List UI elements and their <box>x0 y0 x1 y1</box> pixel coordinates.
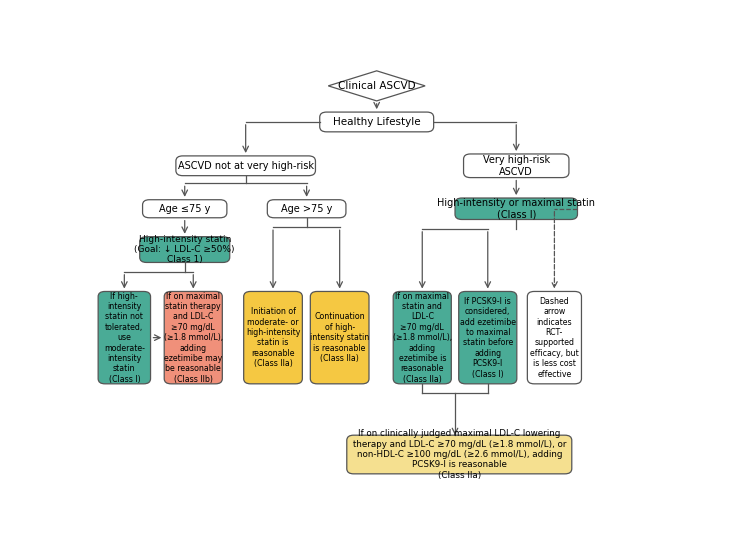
FancyBboxPatch shape <box>527 291 581 384</box>
FancyBboxPatch shape <box>244 291 302 384</box>
Text: If high-
intensity
statin not
tolerated,
use
moderate-
intensity
statin
(Class I: If high- intensity statin not tolerated,… <box>104 291 145 384</box>
FancyBboxPatch shape <box>140 237 230 262</box>
Text: Continuation
of high-
intensity statin
is reasonable
(Class IIa): Continuation of high- intensity statin i… <box>310 312 369 363</box>
FancyBboxPatch shape <box>310 291 369 384</box>
FancyBboxPatch shape <box>393 291 451 384</box>
FancyBboxPatch shape <box>320 112 434 132</box>
Text: High-intensity or maximal statin
(Class I): High-intensity or maximal statin (Class … <box>437 198 595 219</box>
Text: Clinical ASCVD: Clinical ASCVD <box>338 81 415 91</box>
FancyBboxPatch shape <box>176 156 315 176</box>
Text: If PCSK9-I is
considered,
add ezetimibe
to maximal
statin before
adding
PCSK9-I
: If PCSK9-I is considered, add ezetimibe … <box>460 297 516 378</box>
Text: Healthy Lifestyle: Healthy Lifestyle <box>333 117 420 127</box>
Polygon shape <box>329 71 425 101</box>
Text: Initiation of
moderate- or
high-intensity
statin is
reasonable
(Class IIa): Initiation of moderate- or high-intensit… <box>245 307 300 368</box>
Text: Very high-risk
ASCVD: Very high-risk ASCVD <box>483 155 550 176</box>
FancyBboxPatch shape <box>347 435 572 474</box>
Text: ASCVD not at very high-risk: ASCVD not at very high-risk <box>178 161 314 171</box>
FancyBboxPatch shape <box>455 198 578 219</box>
Text: If on maximal
statin and
LDL-C
≥70 mg/dL
(≥1.8 mmol/L),
adding
ezetimibe is
reas: If on maximal statin and LDL-C ≥70 mg/dL… <box>392 291 452 384</box>
Text: Age >75 y: Age >75 y <box>281 204 332 214</box>
FancyBboxPatch shape <box>164 291 222 384</box>
FancyBboxPatch shape <box>459 291 517 384</box>
Text: If on clinically judged maximal LDL-C lowering
therapy and LDL-C ≥70 mg/dL (≥1.8: If on clinically judged maximal LDL-C lo… <box>353 429 566 480</box>
Text: If on maximal
statin therapy
and LDL-C
≥70 mg/dL
(≥1.8 mmol/L),
adding
ezetimibe: If on maximal statin therapy and LDL-C ≥… <box>164 291 223 384</box>
FancyBboxPatch shape <box>98 291 151 384</box>
FancyBboxPatch shape <box>268 200 346 218</box>
FancyBboxPatch shape <box>464 154 569 177</box>
Text: Dashed
arrow
indicates
RCT-
supported
efficacy, but
is less cost
effective: Dashed arrow indicates RCT- supported ef… <box>530 297 578 378</box>
Text: Age ≤75 y: Age ≤75 y <box>159 204 210 214</box>
Text: High-intensity statin
(Goal: ↓ LDL-C ≥50%)
Class 1): High-intensity statin (Goal: ↓ LDL-C ≥50… <box>135 235 235 264</box>
FancyBboxPatch shape <box>143 200 227 218</box>
